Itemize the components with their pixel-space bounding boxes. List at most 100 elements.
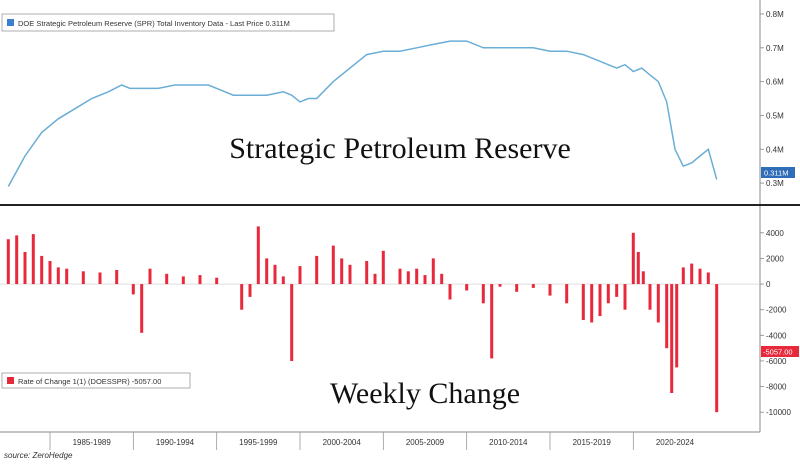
top-y-tick-label: 0.4M bbox=[766, 145, 784, 154]
weekly-change-bar bbox=[631, 232, 635, 285]
bottom-legend-label: Rate of Change 1(1) (DOESSPR) -5057.00 bbox=[18, 377, 161, 386]
bottom-legend-swatch bbox=[7, 377, 14, 384]
bottom-last-value-label: -5057.00 bbox=[763, 348, 793, 357]
x-tick-label: 2015-2019 bbox=[573, 438, 612, 447]
weekly-change-bar bbox=[531, 284, 535, 288]
bottom-chart-title: Weekly Change bbox=[330, 377, 520, 410]
x-tick-label: 1995-1999 bbox=[239, 438, 278, 447]
weekly-change-bar bbox=[198, 275, 202, 285]
top-legend-label: DOE Strategic Petroleum Reserve (SPR) To… bbox=[18, 19, 290, 28]
weekly-change-bar bbox=[15, 235, 19, 285]
bottom-y-tick-label: -2000 bbox=[766, 306, 787, 315]
bottom-legend-box bbox=[1, 372, 191, 389]
bottom-y-tick-label: -10000 bbox=[766, 408, 791, 417]
top-legend-box bbox=[1, 13, 335, 32]
weekly-change-bar bbox=[256, 226, 260, 285]
x-tick-label: 2010-2014 bbox=[489, 438, 528, 447]
x-tick-label: 2000-2004 bbox=[323, 438, 362, 447]
weekly-change-bar bbox=[606, 284, 610, 304]
weekly-change-bar bbox=[690, 263, 694, 285]
weekly-change-bar bbox=[165, 273, 169, 285]
weekly-change-bar bbox=[615, 284, 619, 297]
bottom-y-tick-label: -6000 bbox=[766, 357, 787, 366]
top-y-tick-label: 0.7M bbox=[766, 44, 784, 53]
weekly-change-bar bbox=[290, 284, 294, 361]
top-legend-swatch bbox=[7, 19, 14, 26]
weekly-change-bar bbox=[98, 272, 102, 284]
top-y-tick-label: 0.3M bbox=[766, 179, 784, 188]
weekly-change-bar bbox=[23, 252, 27, 284]
x-axis-ticks: 1985-1989 1990-1994 1995-1999 2000-2004 2005… bbox=[49, 432, 695, 450]
weekly-change-bar bbox=[448, 284, 452, 300]
x-tick-label: 1985-1989 bbox=[73, 438, 112, 447]
weekly-change-bar bbox=[148, 268, 152, 285]
weekly-change-bar bbox=[498, 284, 502, 287]
weekly-change-bar bbox=[648, 284, 652, 310]
top-panel-background bbox=[0, 0, 760, 205]
weekly-change-bar bbox=[598, 284, 602, 317]
weekly-change-bar bbox=[215, 277, 219, 285]
weekly-change-bar bbox=[298, 266, 302, 284]
weekly-change-bar bbox=[581, 284, 585, 320]
bottom-last-value: -5057.00 bbox=[761, 346, 799, 357]
weekly-change-bar bbox=[348, 264, 352, 284]
top-last-value-box bbox=[761, 167, 795, 178]
weekly-change-bar bbox=[623, 284, 627, 310]
bottom-legend: Rate of Change 1(1) (DOESSPR) -5057.00 bbox=[1, 372, 191, 389]
top-last-value: 0.311M bbox=[761, 167, 795, 178]
source-note: source: ZeroHedge bbox=[4, 451, 73, 460]
weekly-change-bar bbox=[398, 268, 402, 285]
bottom-y-axis-ticks: 4000 2000 0 -2000 -4000 -6000 -8000 -10000 bbox=[760, 229, 791, 417]
weekly-change-bar bbox=[465, 284, 469, 291]
weekly-change-bar bbox=[240, 284, 244, 310]
weekly-change-bar bbox=[48, 261, 52, 285]
weekly-change-bar bbox=[636, 252, 640, 284]
top-y-tick-label: 0.8M bbox=[766, 10, 784, 19]
bottom-y-tick-label: 0 bbox=[766, 280, 771, 289]
weekly-change-bar bbox=[140, 284, 144, 333]
weekly-change-bar bbox=[565, 284, 569, 304]
bottom-last-value-box bbox=[761, 346, 799, 357]
weekly-change-bar bbox=[273, 264, 277, 284]
weekly-change-bar bbox=[373, 273, 377, 285]
weekly-change-bar bbox=[431, 258, 435, 284]
weekly-change-bar bbox=[681, 267, 685, 285]
weekly-change-bar bbox=[40, 255, 44, 285]
weekly-change-bar bbox=[415, 268, 419, 285]
weekly-change-bar bbox=[248, 284, 252, 297]
bottom-y-tick-label: 4000 bbox=[766, 229, 784, 238]
weekly-change-bar bbox=[548, 284, 552, 296]
weekly-change-bar bbox=[81, 271, 85, 285]
x-tick-label: 1990-1994 bbox=[156, 438, 195, 447]
bottom-y-tick-label: 2000 bbox=[766, 254, 784, 263]
weekly-change-bar bbox=[365, 261, 369, 285]
weekly-change-bar bbox=[675, 284, 679, 368]
weekly-change-bar bbox=[440, 273, 444, 285]
weekly-change-bar bbox=[265, 258, 269, 284]
weekly-change-bar bbox=[340, 258, 344, 284]
weekly-change-bar bbox=[515, 284, 519, 292]
top-chart-title: Strategic Petroleum Reserve bbox=[229, 132, 571, 165]
weekly-change-bar bbox=[315, 255, 319, 285]
weekly-change-bar bbox=[423, 275, 427, 285]
spr-inventory-line bbox=[7, 40, 718, 187]
weekly-change-bar bbox=[406, 271, 410, 285]
weekly-change-bar bbox=[665, 284, 669, 349]
weekly-change-bar bbox=[6, 239, 10, 284]
top-legend: DOE Strategic Petroleum Reserve (SPR) To… bbox=[1, 13, 335, 32]
bottom-y-tick-label: -8000 bbox=[766, 383, 787, 392]
weekly-change-bar bbox=[656, 284, 660, 323]
weekly-change-bar bbox=[381, 250, 385, 285]
top-y-tick-label: 0.5M bbox=[766, 111, 784, 120]
x-tick-label: 2020-2024 bbox=[656, 438, 695, 447]
weekly-change-bar bbox=[115, 270, 119, 285]
weekly-change-bar bbox=[331, 245, 335, 284]
weekly-change-bar bbox=[641, 271, 645, 285]
weekly-change-bar bbox=[698, 268, 702, 285]
weekly-change-bars bbox=[6, 226, 719, 413]
top-last-value-label: 0.311M bbox=[764, 169, 788, 178]
x-tick-label: 2005-2009 bbox=[406, 438, 445, 447]
top-y-axis-ticks: 0.8M 0.7M 0.6M 0.5M 0.4M 0.3M bbox=[760, 10, 784, 188]
